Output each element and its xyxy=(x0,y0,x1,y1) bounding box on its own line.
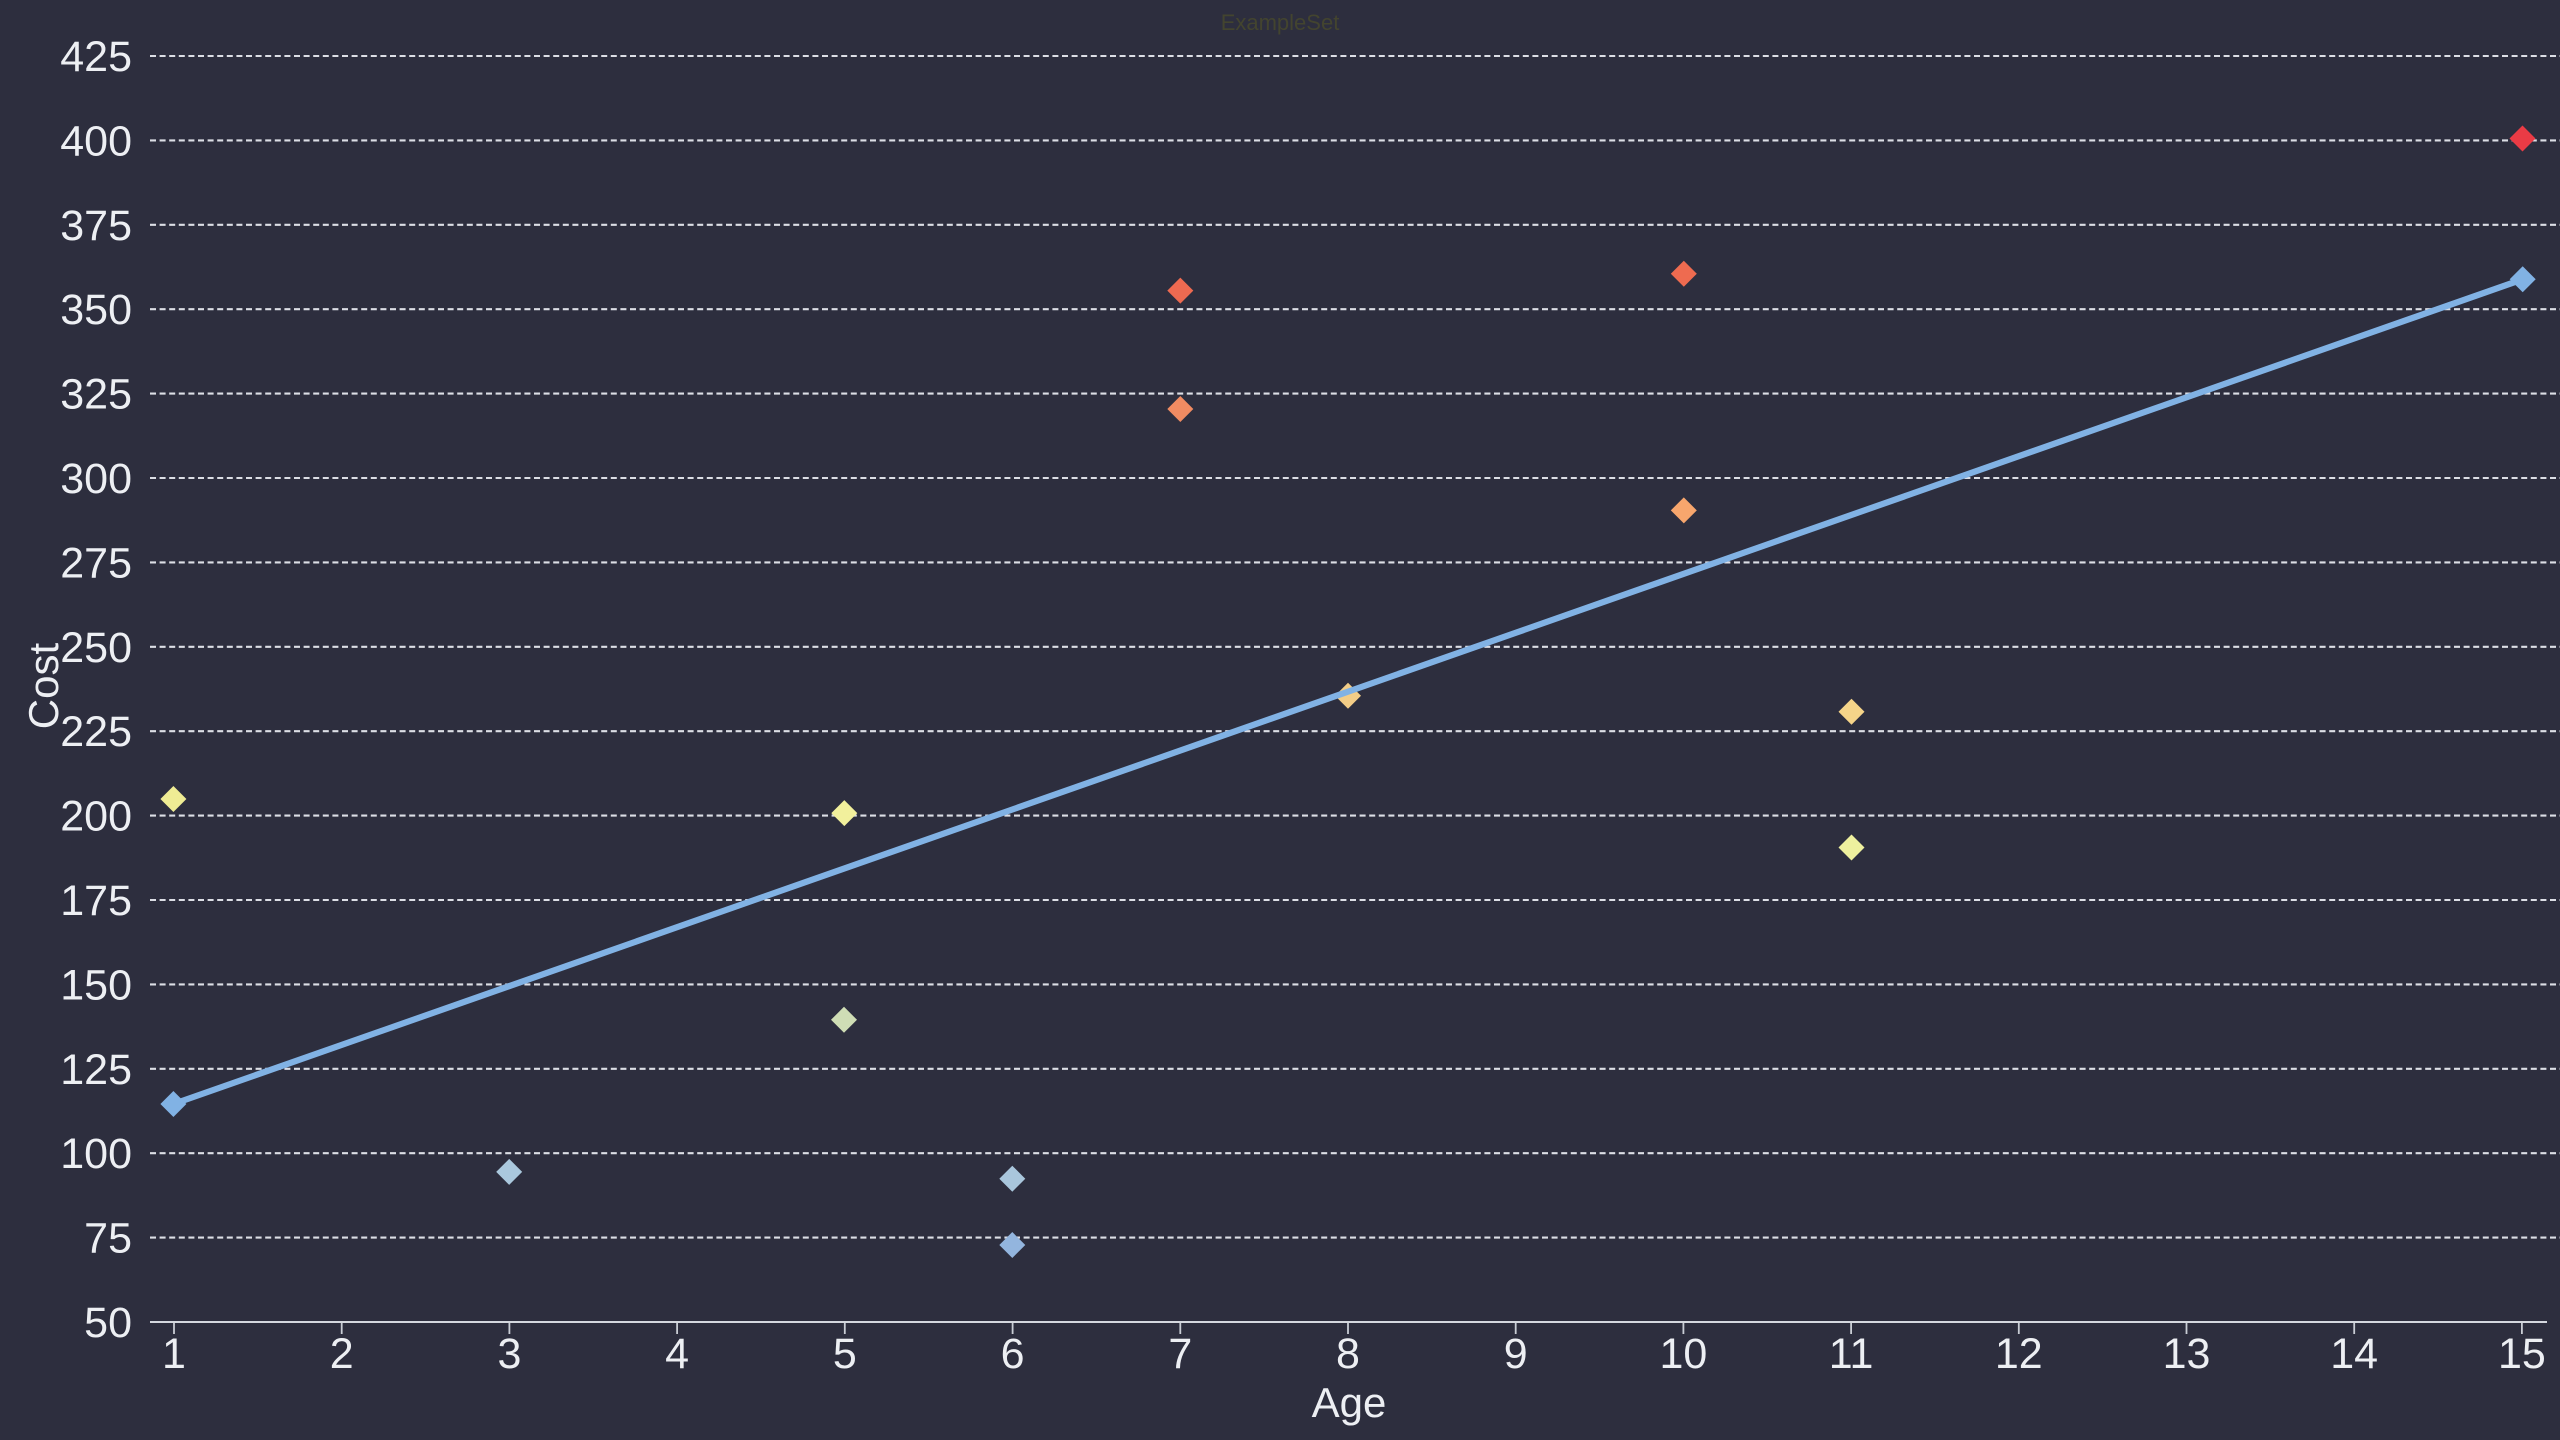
svg-text:3: 3 xyxy=(497,1330,521,1378)
svg-text:8: 8 xyxy=(1336,1330,1360,1378)
svg-text:75: 75 xyxy=(84,1215,132,1263)
svg-text:4: 4 xyxy=(665,1330,689,1378)
svg-text:10: 10 xyxy=(1659,1330,1707,1378)
svg-text:225: 225 xyxy=(60,708,132,756)
svg-text:Cost: Cost xyxy=(20,642,67,729)
svg-text:7: 7 xyxy=(1168,1330,1192,1378)
svg-text:15: 15 xyxy=(2498,1330,2546,1378)
svg-text:6: 6 xyxy=(1001,1330,1025,1378)
svg-text:150: 150 xyxy=(60,961,132,1009)
svg-text:375: 375 xyxy=(60,202,132,250)
svg-text:300: 300 xyxy=(60,455,132,503)
svg-text:50: 50 xyxy=(84,1299,132,1347)
svg-text:13: 13 xyxy=(2163,1330,2211,1378)
svg-text:9: 9 xyxy=(1504,1330,1528,1378)
svg-text:12: 12 xyxy=(1995,1330,2043,1378)
svg-text:125: 125 xyxy=(60,1046,132,1094)
svg-text:100: 100 xyxy=(60,1130,132,1178)
svg-text:350: 350 xyxy=(60,286,132,334)
svg-text:250: 250 xyxy=(60,624,132,672)
svg-text:ExampleSet: ExampleSet xyxy=(1221,10,1340,35)
svg-text:275: 275 xyxy=(60,539,132,587)
svg-text:14: 14 xyxy=(2330,1330,2378,1378)
svg-text:175: 175 xyxy=(60,877,132,925)
svg-text:5: 5 xyxy=(833,1330,857,1378)
svg-text:325: 325 xyxy=(60,371,132,419)
svg-text:2: 2 xyxy=(330,1330,354,1378)
svg-text:11: 11 xyxy=(1829,1330,1874,1378)
svg-text:Age: Age xyxy=(1312,1379,1387,1426)
svg-text:200: 200 xyxy=(60,793,132,841)
svg-text:425: 425 xyxy=(60,33,132,81)
svg-text:400: 400 xyxy=(60,117,132,165)
svg-text:1: 1 xyxy=(162,1330,186,1378)
